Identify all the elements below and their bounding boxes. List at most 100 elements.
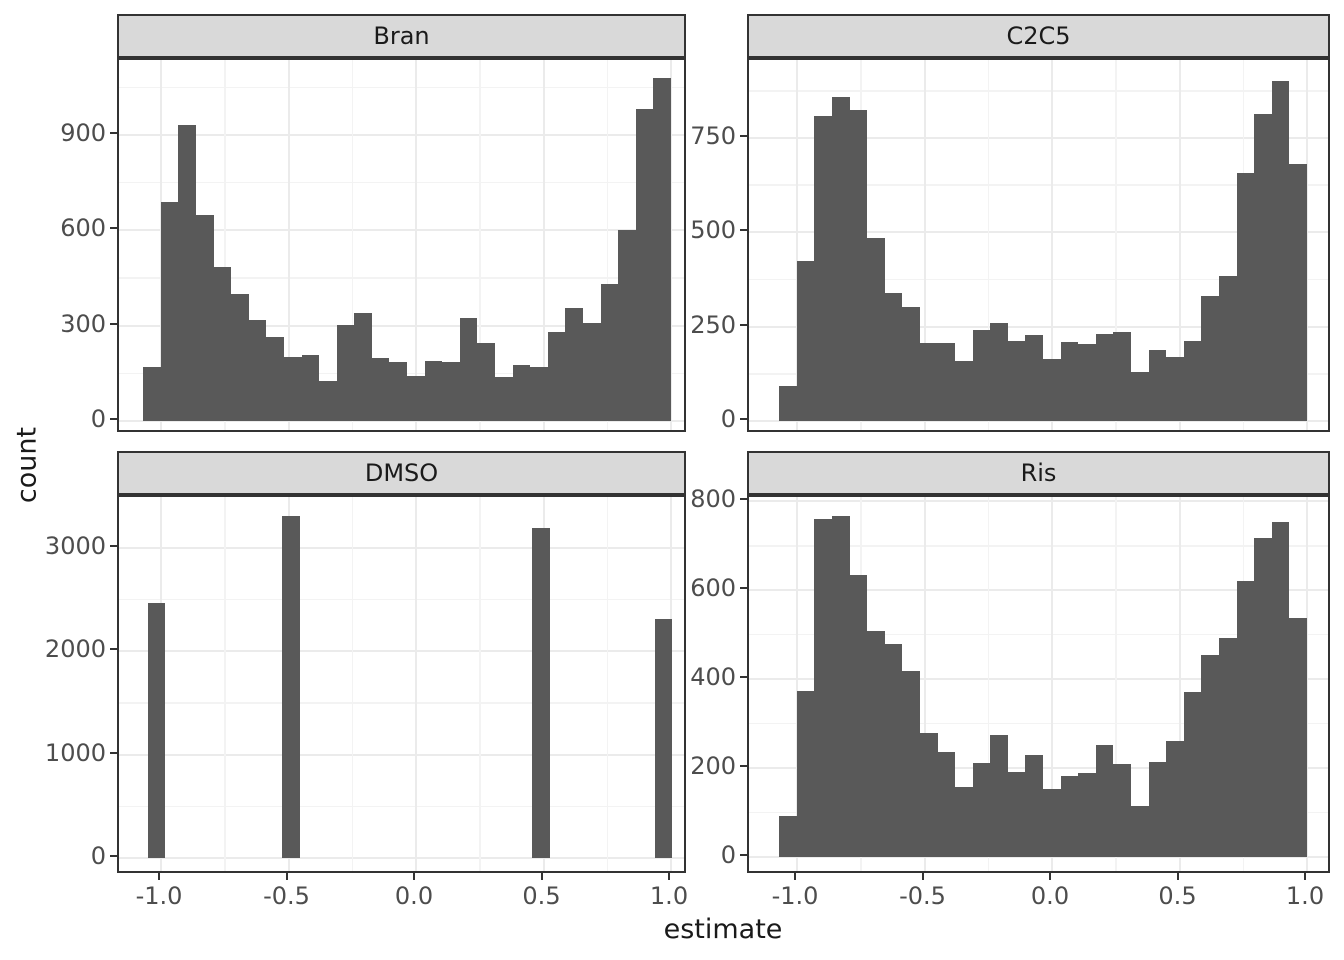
y-axis-tick-mark <box>110 545 117 547</box>
histogram-bar <box>213 266 232 421</box>
histogram-bar <box>1025 755 1044 857</box>
grid-major-vertical <box>1178 497 1181 871</box>
histogram-bar <box>1148 761 1167 857</box>
y-axis-tick-mark <box>740 135 747 138</box>
x-axis-tick-mark <box>1049 873 1051 880</box>
grid-minor-horizontal <box>749 633 1328 636</box>
x-axis-tick-mark <box>158 873 160 880</box>
y-axis-tick-label: 500 <box>690 216 736 245</box>
x-axis-tick-label: -0.5 <box>899 882 946 910</box>
histogram-bar <box>178 125 196 421</box>
grid-major-horizontal <box>119 134 684 137</box>
histogram-bar <box>583 322 601 421</box>
y-axis-tick-mark <box>110 418 117 420</box>
grid-minor-vertical <box>606 497 608 871</box>
grid-minor-horizontal <box>119 181 684 184</box>
histogram-bar <box>1025 334 1044 421</box>
histogram-bar <box>266 336 284 421</box>
histogram-bar <box>1007 340 1026 421</box>
histogram-bar <box>884 293 903 421</box>
facet-strip-label: Bran <box>373 22 430 50</box>
histogram-bar <box>902 670 920 857</box>
histogram-bar <box>618 229 636 421</box>
histogram-bar <box>831 96 850 421</box>
histogram-bar <box>849 575 868 857</box>
grid-minor-horizontal <box>119 277 684 279</box>
y-axis-tick-label: 0 <box>720 841 736 869</box>
histogram-bar <box>814 519 832 857</box>
grid-major-horizontal <box>119 650 684 653</box>
y-axis-tick-label: 900 <box>60 119 106 148</box>
y-axis-tick-label: 750 <box>690 122 736 151</box>
grid-major-vertical <box>796 497 798 871</box>
grid-major-horizontal <box>119 324 684 327</box>
grid-minor-horizontal <box>119 598 684 601</box>
x-axis-tick-mark <box>1176 873 1179 880</box>
grid-major-vertical <box>670 60 672 430</box>
y-axis-tick-mark <box>740 418 747 420</box>
facet-strip-bran: Bran <box>117 14 686 58</box>
x-axis-tick-label: 0.5 <box>1158 882 1197 910</box>
x-axis-tick-label: 0.0 <box>394 882 434 910</box>
grid-major-vertical <box>287 60 290 430</box>
histogram-bar <box>319 380 337 421</box>
histogram-bar <box>1289 164 1307 421</box>
histogram-bar <box>1166 357 1184 421</box>
x-axis-tick-label: 0.5 <box>522 882 561 910</box>
y-axis-tick-mark <box>110 227 117 230</box>
facet-strip-c2c5: C2C5 <box>747 14 1330 58</box>
grid-major-vertical <box>415 60 417 430</box>
histogram-bar <box>867 631 885 857</box>
grid-minor-horizontal <box>119 86 684 89</box>
histogram-bar <box>1183 341 1202 421</box>
y-axis-tick-mark <box>740 676 747 679</box>
grid-minor-horizontal <box>749 545 1328 547</box>
histogram-bar <box>1148 350 1167 421</box>
histogram-bar <box>547 331 566 421</box>
grid-minor-vertical <box>987 497 989 871</box>
histogram-bar <box>1043 358 1061 421</box>
histogram-bar <box>1254 113 1272 421</box>
grid-major-horizontal <box>119 753 684 756</box>
grid-minor-vertical <box>351 60 353 430</box>
grid-major-horizontal <box>749 678 1328 681</box>
y-axis-tick-label: 0 <box>90 842 106 870</box>
grid-major-vertical <box>923 497 926 871</box>
histogram-bar <box>1060 342 1079 421</box>
grid-major-vertical <box>542 60 545 430</box>
y-axis-tick-mark <box>740 587 747 590</box>
grid-major-horizontal <box>119 857 684 859</box>
histogram-bar <box>779 385 797 421</box>
grid-major-vertical <box>796 60 798 430</box>
histogram-bar <box>1095 745 1114 857</box>
histogram-bar <box>884 643 903 857</box>
histogram-bar <box>937 342 956 421</box>
facet-panel-ris <box>747 495 1330 873</box>
histogram-bar <box>371 358 390 421</box>
histogram-bar <box>1078 344 1096 421</box>
histogram-bar <box>389 361 408 421</box>
y-axis-tick-mark <box>740 854 747 856</box>
y-axis-tick-label: 400 <box>690 663 736 692</box>
y-axis-tick-mark <box>740 323 747 326</box>
grid-major-vertical <box>1051 60 1053 430</box>
x-axis-tick-label: 1.0 <box>1285 882 1325 910</box>
histogram-bar <box>1131 371 1149 421</box>
histogram-bar <box>654 619 673 858</box>
grid-minor-horizontal <box>119 805 684 808</box>
grid-minor-vertical <box>1115 497 1117 871</box>
histogram-bar <box>1113 332 1132 421</box>
grid-minor-vertical <box>1115 60 1117 430</box>
grid-major-vertical <box>415 497 417 871</box>
y-axis-tick-mark <box>740 229 747 232</box>
y-axis-tick-label: 600 <box>690 574 736 603</box>
histogram-bar <box>248 319 267 421</box>
histogram-bar <box>955 361 973 421</box>
y-axis-tick-label: 3000 <box>44 532 106 560</box>
y-axis-tick-label: 600 <box>60 214 106 243</box>
grid-major-horizontal <box>119 547 684 549</box>
histogram-bar <box>990 322 1008 421</box>
histogram-bar <box>1007 772 1026 857</box>
histogram-bar <box>147 602 166 858</box>
histogram-bar <box>143 366 161 421</box>
